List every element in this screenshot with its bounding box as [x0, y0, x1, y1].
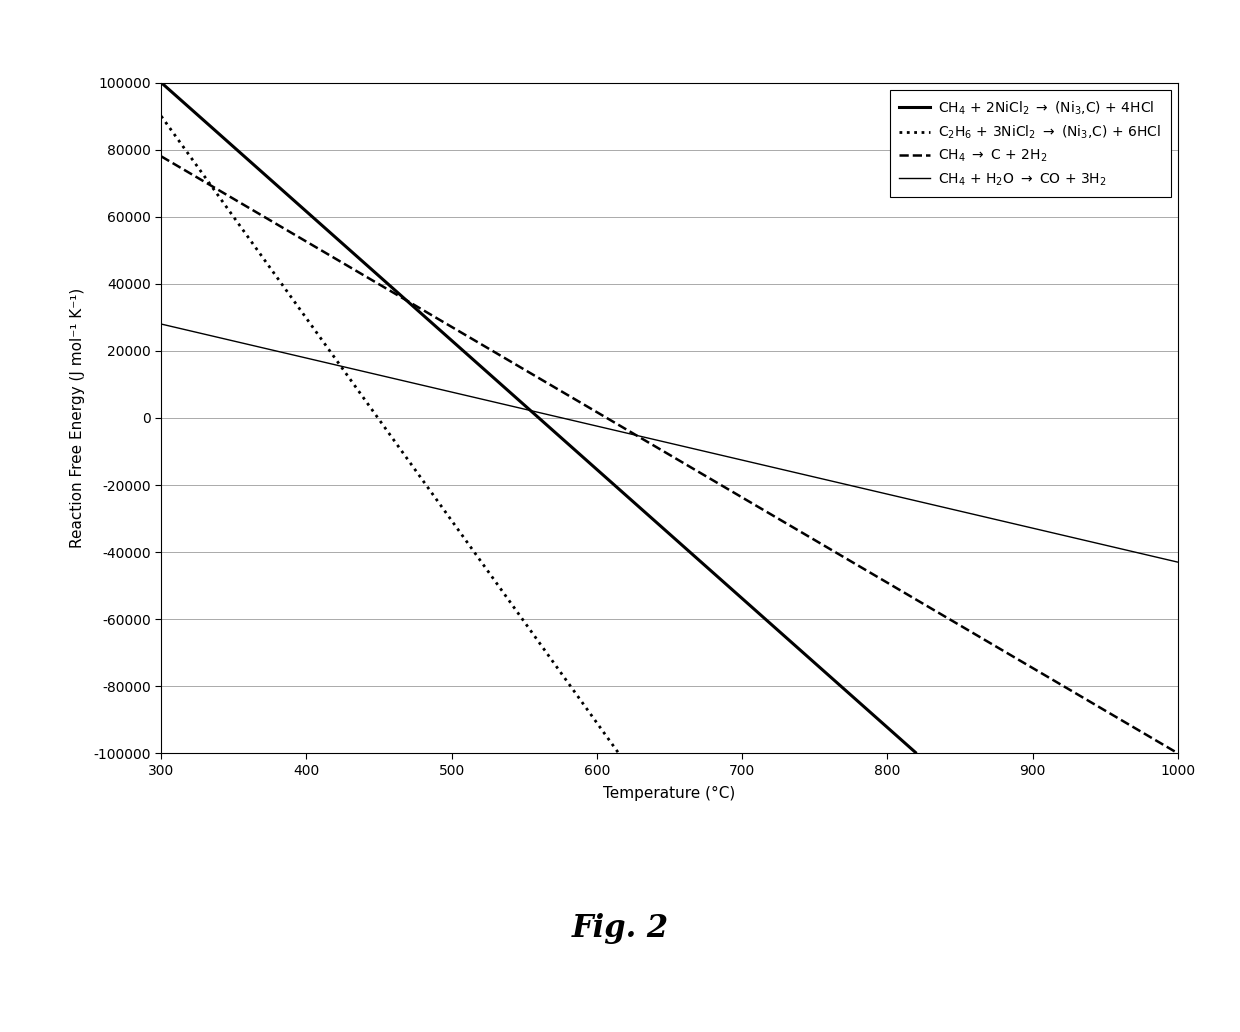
Y-axis label: Reaction Free Energy (J mol⁻¹ K⁻¹): Reaction Free Energy (J mol⁻¹ K⁻¹) — [69, 288, 86, 548]
Text: Fig. 2: Fig. 2 — [572, 913, 668, 944]
X-axis label: Temperature (°C): Temperature (°C) — [604, 786, 735, 801]
Legend: CH$_4$ + 2NiCl$_2$ $\rightarrow$ (Ni$_3$,C) + 4HCl, C$_2$H$_6$ + 3NiCl$_2$ $\rig: CH$_4$ + 2NiCl$_2$ $\rightarrow$ (Ni$_3$… — [890, 90, 1171, 197]
